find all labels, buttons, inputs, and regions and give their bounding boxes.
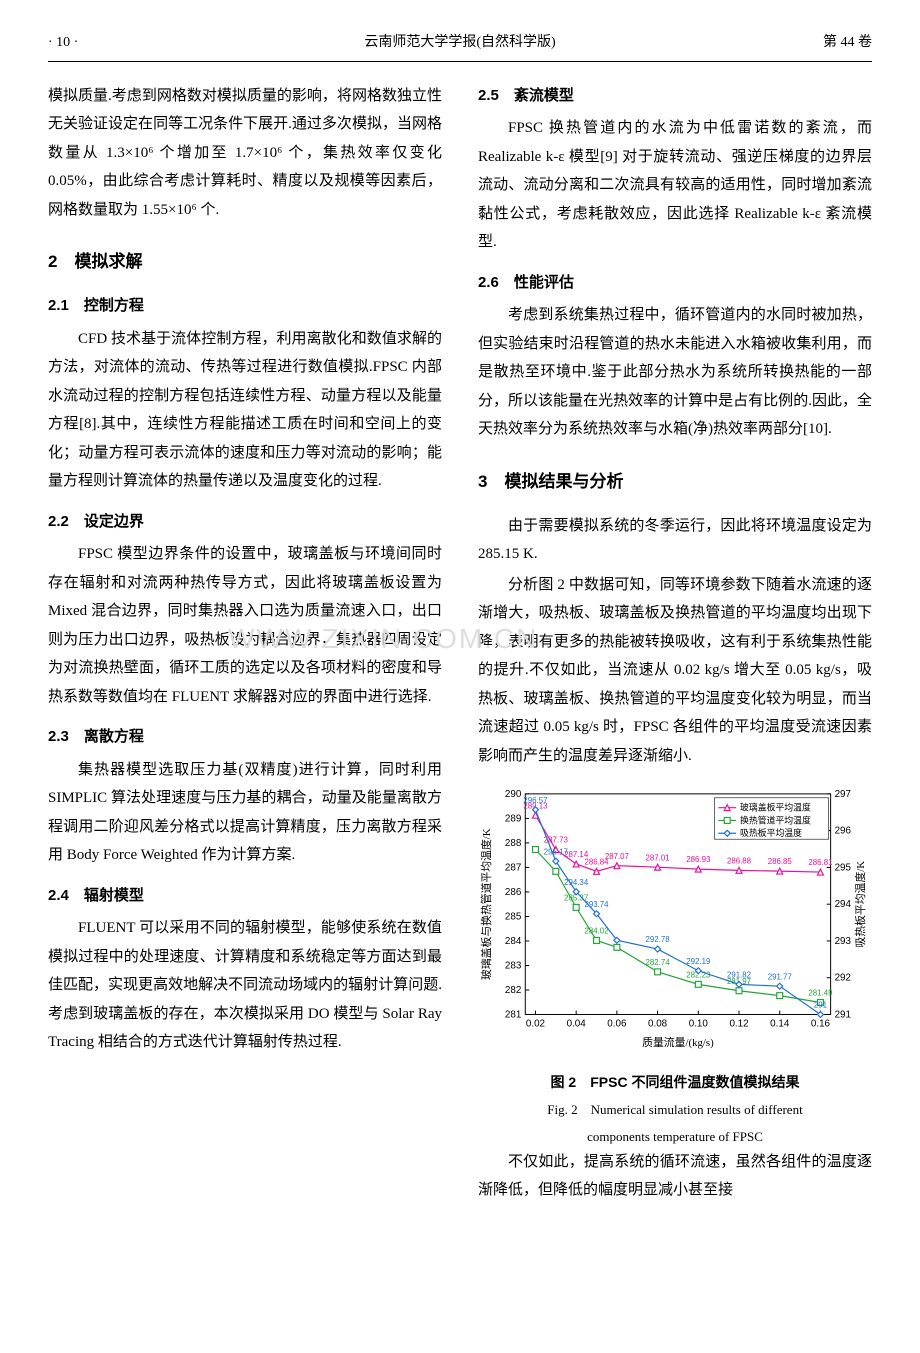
- svg-text:283: 283: [505, 961, 522, 972]
- svg-text:质量流量/(kg/s): 质量流量/(kg/s): [642, 1035, 714, 1049]
- svg-text:286.93: 286.93: [686, 856, 711, 865]
- para-3b: 分析图 2 中数据可知，同等环境参数下随着水流速的逐渐增大，吸热板、玻璃盖板及换…: [478, 571, 872, 771]
- svg-text:286.85: 286.85: [768, 858, 793, 867]
- svg-text:282: 282: [505, 985, 521, 996]
- figure-caption-en-2: components temperature of FPSC: [478, 1126, 872, 1148]
- svg-text:287.01: 287.01: [646, 854, 670, 863]
- svg-text:286.88: 286.88: [727, 857, 752, 866]
- section-2-5: 2.5 紊流模型: [478, 82, 872, 111]
- section-3: 3 模拟结果与分析: [478, 466, 872, 498]
- section-2-2: 2.2 设定边界: [48, 508, 442, 537]
- svg-text:291.82: 291.82: [727, 971, 751, 980]
- chart-fpsc-temperature: 281 282 283 284 285 286 287 288 289 290 291 292 293 2…: [478, 782, 872, 1052]
- para-3a: 由于需要模拟系统的冬季运行，因此将环境温度设定为 285.15 K.: [478, 512, 872, 569]
- svg-text:292.78: 292.78: [646, 936, 671, 945]
- svg-text:吸热板平均温度/K: 吸热板平均温度/K: [853, 861, 867, 948]
- figure-2: 281 282 283 284 285 286 287 288 289 290 291 292 293 2…: [478, 782, 872, 1147]
- svg-text:0.04: 0.04: [567, 1019, 587, 1030]
- page-header: · 10 · 云南师范大学学报(自然科学版) 第 44 卷: [48, 30, 872, 62]
- right-column: 2.5 紊流模型 FPSC 换热管道内的水流为中低雷诺数的紊流，而 Realiz…: [478, 82, 872, 1207]
- svg-text:293: 293: [835, 936, 852, 947]
- volume: 第 44 卷: [792, 30, 872, 57]
- section-2-1: 2.1 控制方程: [48, 292, 442, 321]
- svg-text:281: 281: [505, 1010, 521, 1021]
- svg-text:292: 292: [835, 973, 851, 984]
- journal-title: 云南师范大学学报(自然科学版): [128, 30, 792, 57]
- svg-text:0.02: 0.02: [526, 1019, 545, 1030]
- svg-text:294: 294: [835, 900, 852, 911]
- svg-text:换热管道平均温度: 换热管道平均温度: [740, 815, 811, 826]
- para-2-1: CFD 技术基于流体控制方程，利用离散化和数值求解的方法，对流体的流动、传热等过…: [48, 325, 442, 496]
- svg-text:0.06: 0.06: [607, 1019, 627, 1030]
- svg-text:0.14: 0.14: [770, 1019, 790, 1030]
- page-number: · 10 ·: [48, 30, 128, 57]
- svg-text:0.12: 0.12: [729, 1019, 748, 1030]
- svg-text:0.16: 0.16: [811, 1019, 831, 1030]
- figure-caption-en-1: Fig. 2 Numerical simulation results of d…: [478, 1099, 872, 1121]
- para-2-3: 集热器模型选取压力基(双精度)进行计算，同时利用 SIMPLIC 算法处理速度与…: [48, 756, 442, 870]
- svg-text:281.49: 281.49: [808, 989, 832, 998]
- left-column: 模拟质量.考虑到网格数对模拟质量的影响，将网格数独立性无关验证设定在同等工况条件…: [48, 82, 442, 1207]
- svg-text:287: 287: [505, 863, 521, 874]
- svg-text:284: 284: [505, 936, 522, 947]
- svg-text:294.34: 294.34: [564, 878, 589, 887]
- svg-text:290: 290: [505, 789, 522, 800]
- svg-text:284.02: 284.02: [584, 927, 608, 936]
- para-2-2: FPSC 模型边界条件的设置中，玻璃盖板与环境间同时存在辐射和对流两种热传导方式…: [48, 540, 442, 711]
- svg-text:297: 297: [835, 789, 851, 800]
- content-columns: WWW.ZIXIN.COM.CN 模拟质量.考虑到网格数对模拟质量的影响，将网格…: [48, 82, 872, 1207]
- para-2-5: FPSC 换热管道内的水流为中低雷诺数的紊流，而 Realizable k-ε …: [478, 114, 872, 257]
- svg-text:286.81: 286.81: [808, 859, 832, 868]
- svg-text:296: 296: [835, 826, 852, 837]
- svg-text:玻璃盖板平均温度: 玻璃盖板平均温度: [740, 802, 811, 813]
- svg-text:293.74: 293.74: [584, 900, 609, 909]
- svg-text:0.10: 0.10: [689, 1019, 709, 1030]
- svg-text:玻璃盖板与换热管道平均温度/K: 玻璃盖板与换热管道平均温度/K: [479, 829, 493, 981]
- svg-text:287.07: 287.07: [605, 852, 629, 861]
- svg-text:285: 285: [505, 912, 522, 923]
- section-2-6: 2.6 性能评估: [478, 269, 872, 298]
- svg-text:295.17: 295.17: [544, 848, 568, 857]
- svg-text:吸热板平均温度: 吸热板平均温度: [740, 828, 802, 839]
- para-2-6: 考虑到系统集热过程中，循环管道内的水同时被加热，但实验结束时沿程管道的热水未能进…: [478, 301, 872, 444]
- svg-text:291.77: 291.77: [768, 973, 792, 982]
- para-2-4: FLUENT 可以采用不同的辐射模型，能够使系统在数值模拟过程中的处理速度、计算…: [48, 914, 442, 1057]
- svg-text:286: 286: [505, 887, 522, 898]
- svg-text:282.74: 282.74: [646, 958, 671, 967]
- svg-text:289: 289: [505, 814, 522, 825]
- svg-text:0.08: 0.08: [648, 1019, 668, 1030]
- section-2: 2 模拟求解: [48, 246, 442, 278]
- section-2-4: 2.4 辐射模型: [48, 882, 442, 911]
- para-grid: 模拟质量.考虑到网格数对模拟质量的影响，将网格数独立性无关验证设定在同等工况条件…: [48, 82, 442, 225]
- svg-text:291: 291: [835, 1010, 851, 1021]
- svg-text:292.19: 292.19: [686, 957, 710, 966]
- svg-text:296.57: 296.57: [523, 796, 547, 805]
- svg-text:288: 288: [505, 838, 522, 849]
- svg-text:295: 295: [835, 863, 852, 874]
- section-2-3: 2.3 离散方程: [48, 723, 442, 752]
- svg-text:291: 291: [814, 1001, 827, 1010]
- para-3c: 不仅如此，提高系统的循环流速，虽然各组件的温度逐渐降低，但降低的幅度明显减小甚至…: [478, 1148, 872, 1205]
- figure-caption-zh: 图 2 FPSC 不同组件温度数值模拟结果: [478, 1069, 872, 1096]
